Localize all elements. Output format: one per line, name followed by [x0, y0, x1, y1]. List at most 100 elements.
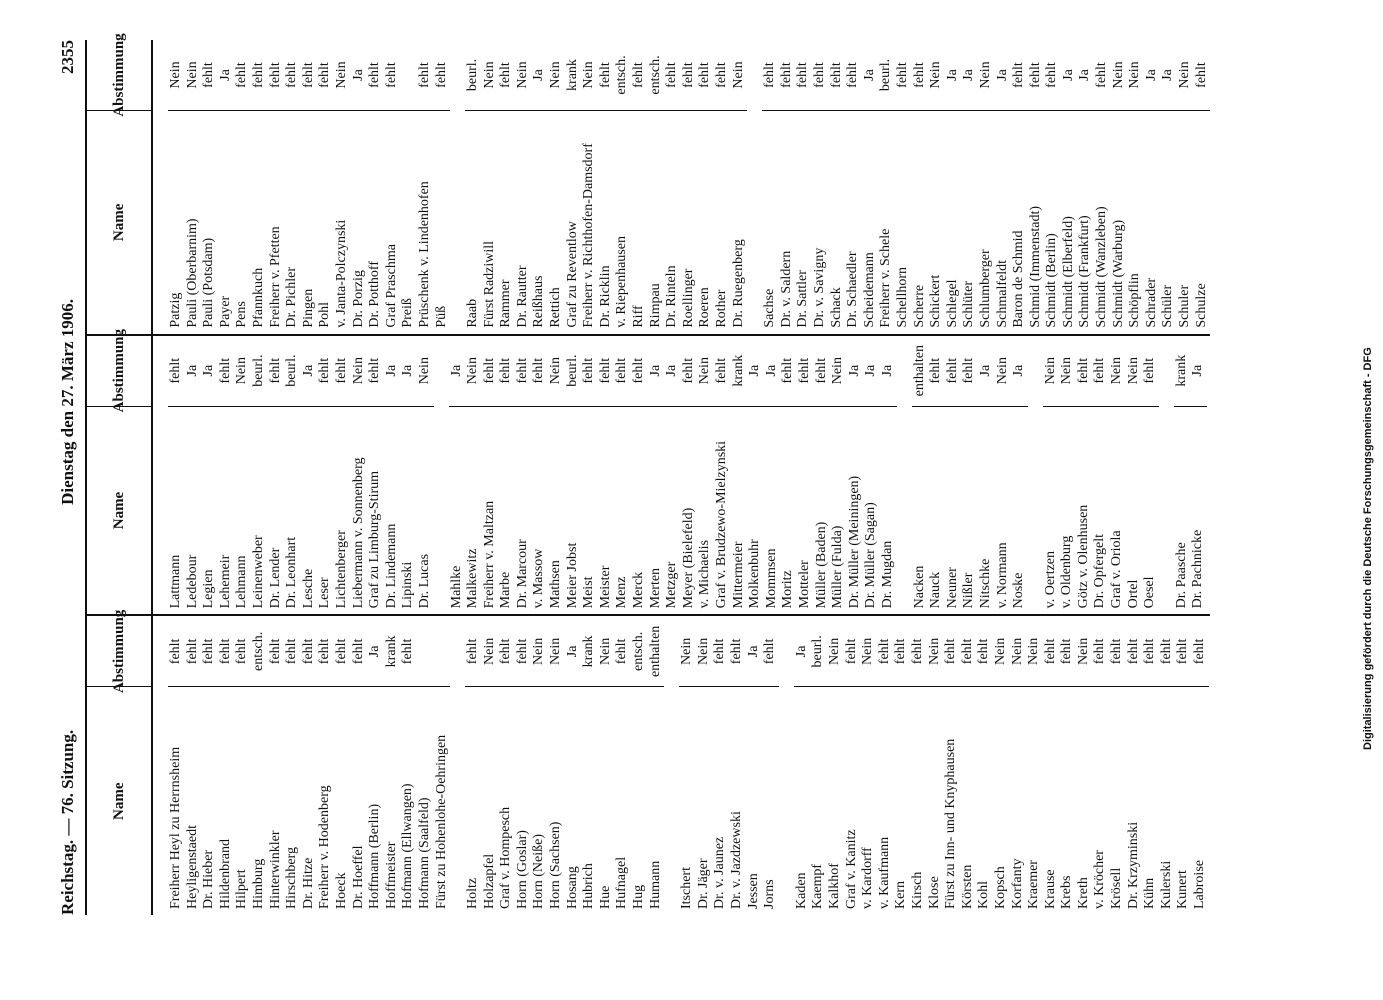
member-name: Horn (Neiße): [531, 686, 549, 915]
member-row: Pfannkuch fehlt: [250, 40, 268, 334]
member-name: Kühn: [1142, 686, 1159, 915]
member-vote: Nein: [481, 61, 497, 89]
member-vote: Ja: [217, 69, 233, 81]
member-vote: entsch.: [631, 631, 647, 672]
member-vote: Nein: [548, 637, 564, 665]
member-name: Lehmann: [234, 405, 251, 615]
member-row: Freiherr v. Pfetten fehlt: [267, 40, 285, 334]
member-vote: fehlt: [201, 638, 217, 665]
member-name: Horn (Sachsen): [548, 686, 565, 915]
member-row: Oesel fehlt: [1142, 336, 1159, 615]
member-row: Freiherr Heyl zu Herrnsheim fehlt: [168, 616, 185, 915]
member-name: Schmalfeldt: [994, 110, 1012, 334]
member-row: Schuler Nein: [1177, 40, 1194, 334]
member-row: Prüschenk v. Lindenhofen fehlt: [416, 40, 434, 334]
member-name: Scherre: [911, 110, 929, 334]
header-center: Dienstag den 27. März 1906.: [58, 299, 77, 505]
member-vote: beurl.: [465, 58, 481, 92]
member-row: Dr. Ruegenberg Nein: [730, 40, 748, 334]
member-name: Metzger: [664, 405, 681, 615]
member-name: Schmidt (Frankfurt): [1077, 110, 1095, 334]
member-row: Molkenbuhr Ja: [747, 336, 764, 615]
member-row: Schmidt (Wanzleben) fehlt: [1094, 40, 1111, 334]
member-row: Leinenweber beurl.: [250, 336, 268, 615]
table-column: Name Abstimmung Patzig Nein Pauli (Oberbarni…: [87, 33, 1211, 336]
member-row: Humann enthalten: [647, 616, 665, 915]
member-name: Kraemer: [1026, 686, 1043, 915]
member-vote: krank: [383, 635, 399, 668]
member-vote: fehlt: [712, 638, 728, 665]
member-name: Dr. Schaedler: [845, 110, 862, 334]
member-row: Merck fehlt: [631, 336, 648, 615]
member-row: Schlumberger Nein: [977, 40, 995, 334]
member-vote: enthalten: [647, 625, 663, 678]
member-vote: Nein: [994, 357, 1010, 385]
member-vote: fehlt: [697, 62, 713, 88]
member-row: v. Oldenburg Nein: [1059, 336, 1076, 615]
member-name: Graf v. Brudzewo-Mielzynski: [714, 405, 731, 615]
member-name: Dr. Pichler: [284, 110, 301, 334]
member-row: Kern fehlt: [893, 616, 910, 915]
member-vote: fehlt: [1059, 638, 1075, 665]
member-row: Meyer (Bielefeld) fehlt: [680, 336, 698, 615]
member-name: Dr. Opfergelt: [1092, 405, 1110, 615]
member-row: Mittermeier krank: [730, 336, 748, 615]
member-vote: Nein: [926, 637, 942, 665]
page-number: 2355: [58, 40, 77, 74]
member-vote: fehlt: [1092, 638, 1108, 665]
member-row: Dr. Hieber fehlt: [201, 616, 218, 915]
member-vote: fehlt: [796, 357, 812, 384]
member-row: Schlüter Ja: [961, 40, 978, 334]
member-name: v. Kardorff: [860, 686, 877, 915]
member-name: Dr. Lender: [267, 405, 285, 615]
member-row: Dr. Potthoff fehlt: [367, 40, 384, 334]
member-row: Rettich Nein: [548, 40, 565, 334]
member-name: Dr. Hieber: [201, 686, 218, 915]
member-row: Korfanty Nein: [1009, 616, 1027, 915]
member-vote: fehlt: [729, 638, 744, 665]
member-vote: fehlt: [514, 357, 530, 384]
member-name: Labroise: [1192, 686, 1209, 915]
vote-header: Abstimmung: [110, 33, 127, 117]
member-row: Dr. Pichler fehlt: [284, 40, 301, 334]
member-name: Leser: [317, 405, 334, 615]
member-vote: fehlt: [976, 638, 992, 665]
member-row: Freiherr v. Schele beurl.: [878, 40, 895, 334]
member-vote: fehlt: [959, 638, 975, 665]
member-name: Motteler: [796, 405, 814, 615]
member-name: Dr. Müller (Sagan): [863, 405, 880, 615]
member-name: Lipinski: [400, 405, 417, 615]
member-row: Graf v. Oriola Nein: [1109, 336, 1126, 615]
member-name: Graf v. Kanitz: [843, 686, 861, 915]
member-row: Hildenbrand fehlt: [217, 616, 235, 915]
member-row: Rimpau entsch.: [647, 40, 665, 334]
member-vote: Ja: [184, 364, 200, 377]
member-name: Kaempf: [810, 686, 827, 915]
member-vote: Ja: [977, 364, 993, 377]
member-row: Schellhorn fehlt: [894, 40, 912, 334]
member-row: Freiherr v. Richthofen-Damsdorf Nein: [581, 40, 598, 334]
member-name: Hoffmann (Berlin): [367, 686, 384, 915]
member-row: Scherre fehlt: [911, 40, 929, 334]
member-row: Menz fehlt: [614, 336, 632, 615]
member-row: Kopsch Nein: [992, 616, 1010, 915]
member-vote: fehlt: [1142, 638, 1158, 665]
member-vote: Nein: [830, 357, 846, 385]
member-name: Dr. Ruegenberg: [730, 110, 748, 334]
member-name: Kaden: [793, 686, 811, 915]
member-name: v. Michaelis: [697, 405, 714, 615]
name-header: Name: [87, 686, 151, 915]
member-vote: beurl.: [250, 354, 266, 387]
member-row: Körsten fehlt: [959, 616, 977, 915]
member-vote: fehlt: [367, 357, 383, 384]
member-row: Dr. Schaedler fehlt: [845, 40, 862, 334]
member-vote: Nein: [548, 61, 564, 89]
member-row: Holzapfel Nein: [481, 616, 499, 915]
member-vote: fehlt: [795, 62, 811, 88]
member-name: Hufnagel: [614, 686, 632, 915]
member-group: Kaden Ja Kaempf beurl. Kalkhof Nein Graf v. Ka…: [793, 616, 1209, 915]
member-vote: fehlt: [843, 638, 859, 665]
member-row: Baron de Schmid fehlt: [1011, 40, 1028, 334]
member-vote: fehlt: [780, 357, 796, 384]
member-name: Rother: [714, 110, 731, 334]
